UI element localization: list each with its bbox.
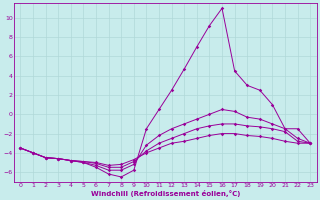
X-axis label: Windchill (Refroidissement éolien,°C): Windchill (Refroidissement éolien,°C) bbox=[91, 190, 240, 197]
